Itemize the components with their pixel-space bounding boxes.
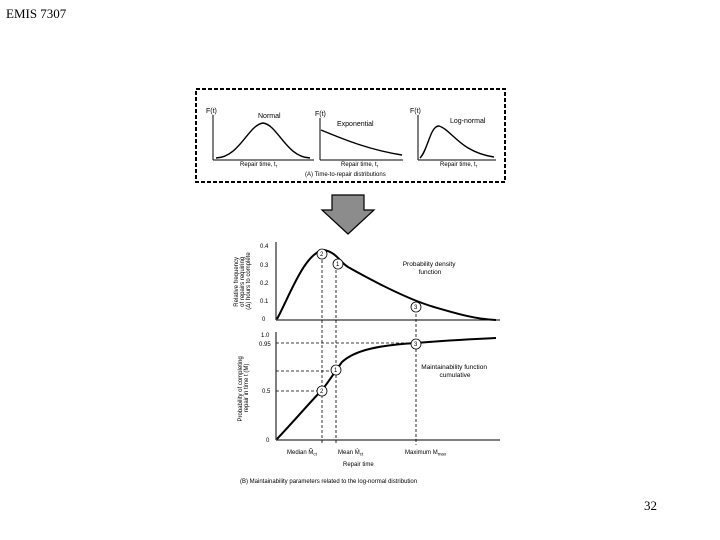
distributions-frame — [195, 88, 506, 183]
lognormal-distribution-plot: F(t) Log-normal Repair time, tr — [410, 108, 496, 169]
pdf-marker — [410, 301, 422, 313]
pdf-marker-label: 3 — [414, 305, 418, 311]
mean-label: Mean M̄ct — [338, 449, 364, 456]
exponential-distribution-plot: F(t) Exponential Repair time, tr — [315, 111, 403, 169]
pdf-marker-label: 1 — [336, 262, 340, 268]
lognormal-title: Log-normal — [450, 118, 486, 125]
normal-y-label: F(t) — [206, 108, 217, 115]
cdf-curve-label: Maintainability function cumulative — [421, 364, 489, 379]
cdf-y-axis-title: Probability of completing repair in time… — [238, 354, 250, 421]
pdf-y-tick: 0.1 — [260, 299, 269, 305]
page-number: 32 — [644, 498, 657, 513]
cdf-y-tick: 0.5 — [262, 389, 271, 395]
normal-distribution-plot: F(t) Normal Repair time, tr — [206, 108, 314, 169]
cdf-y-tick: 0.95 — [259, 342, 271, 348]
normal-curve — [215, 122, 311, 159]
cdf-y-tick: 1.0 — [261, 333, 270, 339]
pdf-chart: Relative frequency of repairs requiring … — [234, 242, 500, 445]
pdf-y-tick: 0.2 — [260, 281, 269, 287]
pdf-y-axis-title: Relative frequency of repairs requiring … — [234, 252, 252, 310]
pdf-marker — [316, 248, 328, 260]
exponential-y-label: F(t) — [315, 111, 326, 118]
cdf-marker — [410, 338, 422, 350]
cdf-curve — [276, 337, 497, 440]
bottom-caption: (B) Maintainability parameters related t… — [240, 479, 417, 485]
lognormal-x-label: Repair time, tr — [440, 162, 478, 169]
pdf-curve — [276, 248, 497, 321]
pdf-marker — [332, 258, 344, 270]
cdf-marker — [316, 385, 328, 397]
pdf-y-tick: 0.3 — [260, 263, 269, 269]
cdf-marker-label: 2 — [320, 389, 324, 395]
down-arrow-icon — [320, 194, 376, 235]
distributions-caption: (A) Time-to-repair distributions — [305, 172, 386, 178]
lognormal-curve — [419, 125, 495, 159]
exponential-curve — [320, 129, 403, 156]
normal-title: Normal — [258, 113, 281, 120]
cdf-chart: Probability of completing repair in time… — [238, 332, 500, 468]
median-label: Median M̃ct — [287, 449, 318, 456]
cdf-marker-label: 3 — [414, 342, 418, 348]
pdf-marker-label: 2 — [320, 252, 324, 258]
maximum-label: Maximum Mmax — [405, 450, 447, 457]
lognormal-y-label: F(t) — [410, 108, 421, 115]
cdf-x-axis-title: Repair time — [343, 462, 374, 468]
normal-x-label: Repair time, tr — [240, 162, 278, 169]
exponential-x-label: Repair time, tr — [341, 162, 379, 169]
slide-header: EMIS 7307 — [6, 6, 67, 21]
pdf-y-tick: 0.4 — [260, 244, 269, 250]
cdf-marker-label: 1 — [334, 368, 338, 374]
cdf-marker — [330, 364, 342, 376]
cdf-y-tick: 0 — [266, 438, 270, 444]
pdf-y-tick: 0 — [262, 317, 266, 323]
pdf-curve-label: Probability density function — [403, 261, 458, 276]
exponential-title: Exponential — [337, 121, 374, 128]
